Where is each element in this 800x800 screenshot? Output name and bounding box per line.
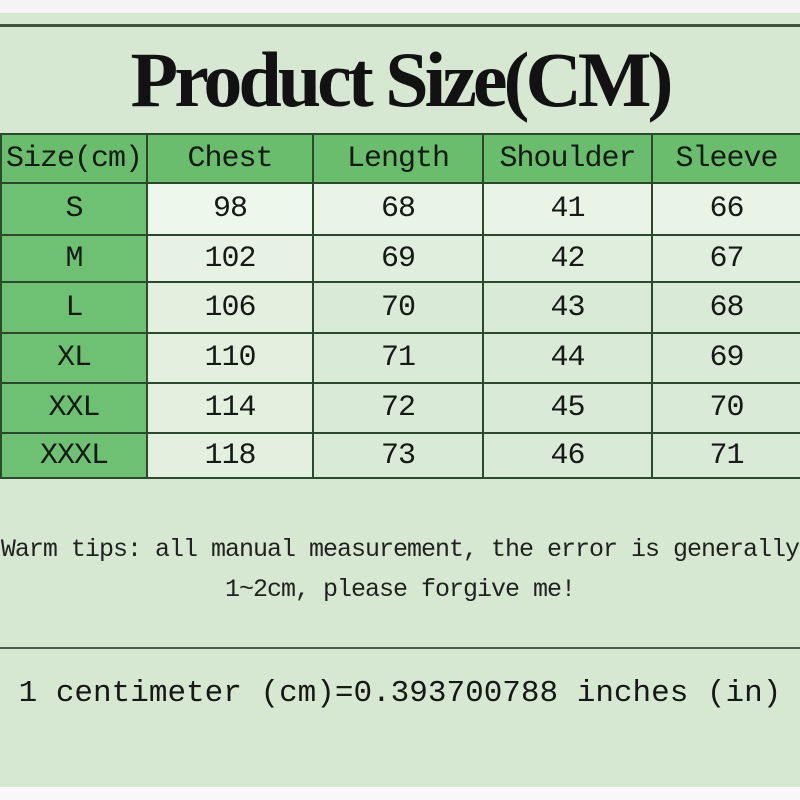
chest-cell: 106 [146, 281, 314, 334]
shoulder-cell: 42 [482, 234, 653, 283]
shoulder-cell: 41 [482, 182, 653, 236]
page-title: Product Size(CM) [130, 36, 674, 123]
length-cell: 70 [312, 281, 484, 334]
warm-tips-line1: Warm tips: all manual measurement, the e… [0, 535, 800, 564]
title-band: Product Size(CM) [0, 27, 800, 133]
bottom-edge-strip [0, 787, 800, 800]
length-cell: 73 [312, 432, 484, 479]
bottom-divider-rule [0, 647, 800, 649]
table-row: L 106 70 43 68 [0, 281, 800, 334]
sleeve-cell: 69 [651, 332, 800, 384]
length-cell: 68 [312, 182, 484, 236]
shoulder-cell: 43 [482, 281, 653, 334]
chest-cell: 102 [146, 234, 314, 283]
column-header-length: Length [312, 133, 484, 184]
length-cell: 71 [312, 332, 484, 384]
size-cell: L [0, 281, 148, 334]
length-cell: 72 [312, 382, 484, 434]
length-cell: 69 [312, 234, 484, 283]
top-edge-strip [0, 0, 800, 13]
chest-cell: 110 [146, 332, 314, 384]
column-header-chest: Chest [146, 133, 314, 184]
shoulder-cell: 45 [482, 382, 653, 434]
product-size-table: Size(cm) Chest Length Shoulder Sleeve S … [0, 133, 800, 479]
sleeve-cell: 70 [651, 382, 800, 434]
table-row: S 98 68 41 66 [0, 182, 800, 236]
size-cell: XXXL [0, 432, 148, 479]
size-cell: M [0, 234, 148, 283]
header-row: Size(cm) Chest Length Shoulder Sleeve [0, 133, 800, 184]
table-row: M 102 69 42 67 [0, 234, 800, 283]
sleeve-cell: 67 [651, 234, 800, 283]
size-cell: S [0, 182, 148, 236]
column-header-shoulder: Shoulder [482, 133, 653, 184]
table-row: XXXL 118 73 46 71 [0, 432, 800, 479]
chest-cell: 118 [146, 432, 314, 479]
column-header-sleeve: Sleeve [651, 133, 800, 184]
sleeve-cell: 71 [651, 432, 800, 479]
warm-tips-line2: 1~2cm, please forgive me! [224, 575, 576, 604]
column-header-size: Size(cm) [0, 133, 148, 184]
sleeve-cell: 68 [651, 281, 800, 334]
warm-tips: Warm tips: all manual measurement, the e… [0, 530, 800, 610]
chest-cell: 114 [146, 382, 314, 434]
size-cell: XL [0, 332, 148, 384]
shoulder-cell: 44 [482, 332, 653, 384]
size-cell: XXL [0, 382, 148, 434]
table-row: XL 110 71 44 69 [0, 332, 800, 384]
cm-to-inch-conversion: 1 centimeter (cm)=0.393700788 inches (in… [18, 676, 782, 711]
shoulder-cell: 46 [482, 432, 653, 479]
top-divider-rule [0, 24, 800, 27]
sleeve-cell: 66 [651, 182, 800, 236]
chest-cell: 98 [146, 182, 314, 236]
table-row: XXL 114 72 45 70 [0, 382, 800, 434]
